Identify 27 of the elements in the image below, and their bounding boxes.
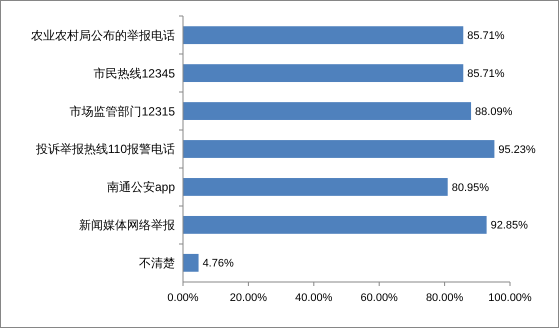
data-label: 95.23%: [498, 144, 536, 156]
y-tick-label: 市场监管部门12315: [70, 104, 176, 118]
bar: [183, 64, 464, 82]
data-label: 80.95%: [452, 182, 490, 194]
data-label: 85.71%: [467, 68, 505, 80]
bar: [183, 216, 487, 234]
x-tick-label: 60.00%: [360, 292, 398, 304]
x-tick-label: 40.00%: [295, 292, 333, 304]
x-tick-label: 20.00%: [230, 292, 268, 304]
y-tick-label: 农业农村局公布的举报电话: [31, 28, 175, 42]
data-label: 4.76%: [202, 258, 234, 270]
y-tick-label: 市民热线12345: [94, 66, 176, 80]
bar: [183, 26, 464, 44]
y-tick-label: 南通公安app: [106, 180, 176, 194]
y-tick-label: 投诉举报热线110报警电话: [34, 142, 175, 156]
x-tick-label: 0.00%: [167, 292, 199, 304]
y-tick-label: 不清楚: [139, 256, 175, 270]
data-label: 85.71%: [467, 30, 505, 42]
bar: [183, 178, 448, 196]
bar: [183, 102, 472, 120]
x-tick-label: 100.00%: [488, 292, 532, 304]
bar: [183, 254, 199, 272]
data-label: 92.85%: [490, 220, 528, 232]
data-label: 88.09%: [475, 106, 513, 118]
bar: [183, 140, 494, 158]
y-tick-label: 新闻媒体网络举报: [79, 218, 175, 232]
x-tick-label: 80.00%: [426, 292, 464, 304]
